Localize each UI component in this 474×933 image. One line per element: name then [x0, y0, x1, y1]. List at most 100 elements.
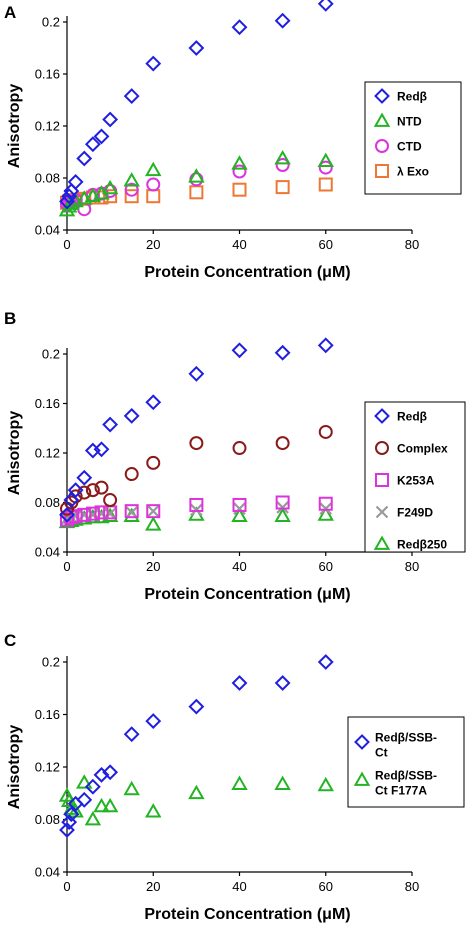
legend-entry-line: Ct	[375, 746, 388, 760]
series-2	[60, 424, 333, 516]
data-point	[232, 497, 247, 512]
y-tick-label: 0.04	[35, 545, 60, 560]
legend-entry: Complex	[397, 442, 448, 456]
data-point	[233, 502, 246, 515]
data-point	[318, 177, 333, 192]
data-point	[123, 172, 140, 187]
y-tick-label: 0.16	[35, 707, 60, 722]
data-point	[231, 775, 248, 790]
data-point	[125, 506, 138, 519]
data-point	[123, 780, 140, 796]
data-point	[93, 441, 110, 458]
data-point	[93, 128, 110, 145]
panel-letter: C	[4, 631, 16, 650]
data-point	[85, 506, 100, 521]
y-tick-label: 0.2	[42, 655, 60, 670]
data-point	[319, 502, 333, 515]
data-point	[67, 482, 84, 499]
data-point	[85, 483, 100, 498]
legend-entry: λ Exo	[397, 165, 429, 179]
legend-entry: NTD	[397, 115, 422, 129]
data-point	[318, 496, 333, 511]
x-tick-label: 60	[319, 559, 333, 574]
series-4	[60, 177, 333, 210]
data-point	[275, 158, 290, 172]
data-point	[63, 806, 80, 823]
legend: Redβ Complex K253A F249D Redβ250	[364, 401, 466, 553]
data-point	[76, 791, 93, 808]
data-point	[103, 493, 118, 508]
data-point	[318, 424, 333, 439]
data-point	[124, 504, 139, 519]
cross-stroke	[69, 509, 82, 523]
data-point	[189, 497, 204, 512]
data-point	[317, 776, 334, 792]
data-point	[103, 189, 118, 204]
y-axis-title: Anisotropy	[6, 725, 23, 810]
legend-entry: Redβ/SSB-Ct F177A	[375, 769, 437, 798]
data-point	[93, 797, 110, 813]
legend-marker	[375, 164, 389, 178]
cross-stroke	[146, 504, 160, 518]
legend-marker	[375, 473, 389, 487]
legend-marker	[374, 88, 390, 104]
x-tick-label: 60	[319, 879, 333, 894]
x-axis-title: Protein Concentration (μM)	[144, 264, 350, 281]
series-3	[60, 495, 333, 527]
x-tick-label: 40	[232, 879, 246, 894]
y-tick-label: 0.08	[35, 171, 60, 186]
chart-panel-b: B 0.04 0.08 0.12 0.16 0.2 0 20 40 60 80 Protein Con…	[4, 309, 466, 603]
panel-letter: B	[4, 309, 16, 328]
data-point	[317, 654, 334, 670]
data-point	[318, 160, 333, 175]
legend-entry: Redβ/SSB-Ct	[375, 731, 437, 760]
data-point	[93, 766, 110, 783]
series-1	[59, 654, 334, 838]
legend-entry-line: Redβ/SSB-	[375, 731, 437, 745]
y-tick-label: 0.16	[35, 396, 60, 411]
cross-stroke	[60, 512, 74, 525]
legend: Redβ NTD CTD λ Exo	[364, 81, 462, 195]
data-point	[145, 803, 162, 818]
x-tick-label: 0	[63, 879, 70, 894]
cross-stroke	[125, 506, 138, 519]
x-tick-label: 60	[319, 237, 333, 252]
chart-panel-c: C 0.04 0.08 0.12 0.16 0.2 0 20 40 60 80 Protein Con…	[4, 631, 465, 923]
x-tick-label: 0	[63, 237, 70, 252]
data-point	[232, 182, 247, 197]
data-point	[123, 726, 140, 743]
data-point	[76, 150, 93, 167]
x-tick-label: 20	[146, 879, 160, 894]
data-point	[145, 516, 162, 531]
data-point	[274, 675, 291, 691]
data-point	[231, 675, 248, 691]
series-1	[59, 337, 334, 523]
data-point	[317, 0, 334, 12]
y-tick-label: 0.12	[35, 760, 60, 775]
data-point	[275, 180, 290, 195]
panel-letter: A	[4, 3, 16, 22]
data-point	[123, 88, 140, 105]
data-point	[189, 436, 204, 451]
data-point	[232, 441, 247, 456]
y-tick-label: 0.08	[35, 812, 60, 827]
y-tick-label: 0.08	[35, 495, 60, 510]
data-point	[84, 136, 101, 153]
data-point	[146, 455, 161, 470]
y-tick-label: 0.16	[35, 67, 60, 82]
x-tick-label: 20	[146, 237, 160, 252]
legend-entry: Redβ250	[397, 538, 447, 552]
data-point	[94, 480, 109, 495]
legend-entry: CTD	[397, 140, 422, 154]
legend-marker	[353, 771, 371, 786]
data-point	[188, 365, 205, 382]
legend-marker	[375, 139, 389, 153]
data-point	[274, 12, 291, 29]
data-point	[103, 507, 117, 520]
data-point	[123, 407, 140, 424]
data-point	[274, 344, 291, 361]
legend: Redβ/SSB-Ct Redβ/SSB-Ct F177A	[347, 716, 465, 808]
x-tick-label: 80	[405, 559, 419, 574]
data-point	[76, 774, 93, 789]
data-point	[146, 189, 161, 204]
